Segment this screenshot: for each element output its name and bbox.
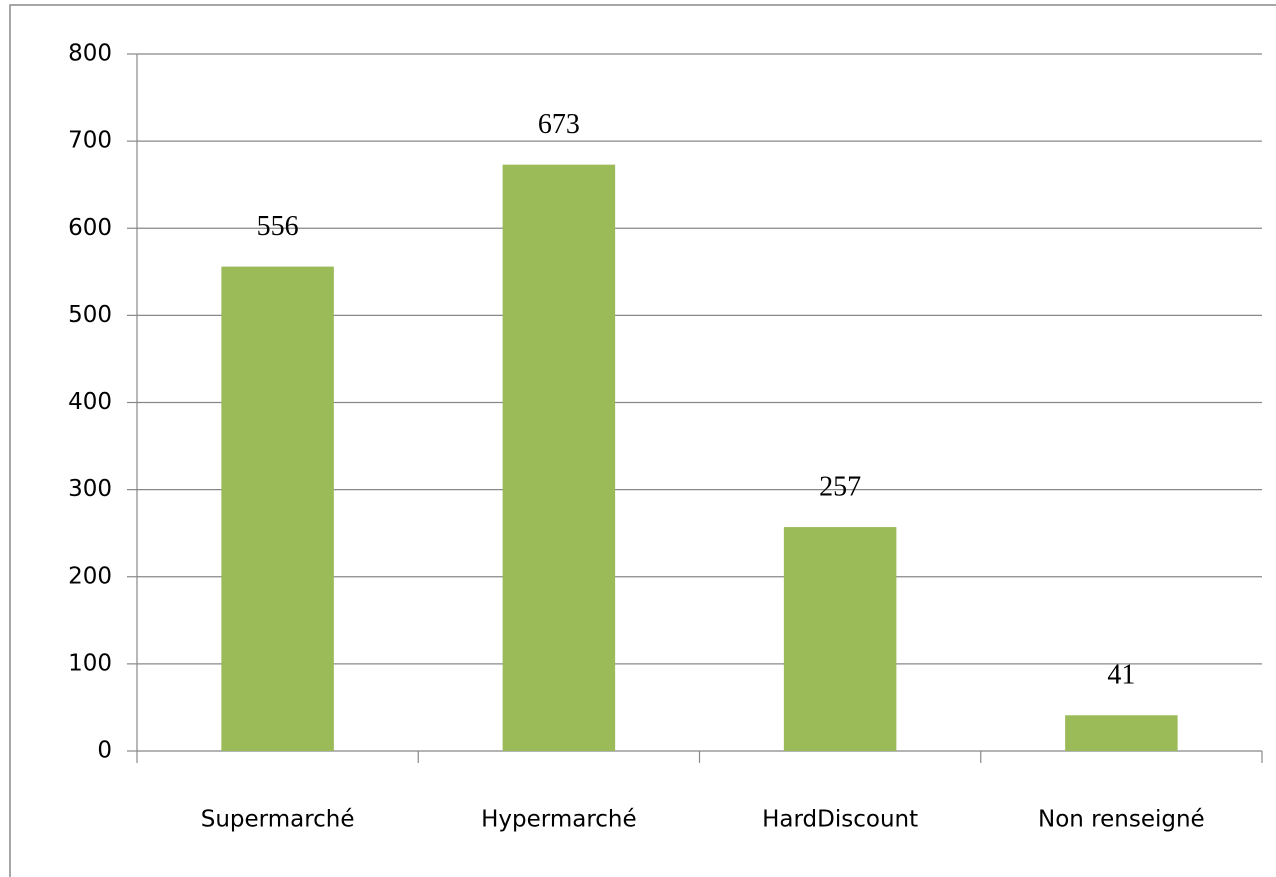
data-label: 556 [257, 211, 299, 242]
y-tick-label: 800 [68, 41, 112, 67]
x-tick-label: Non renseigné [1038, 807, 1205, 833]
x-tick-label: Supermarché [201, 807, 355, 833]
y-tick-label: 300 [68, 476, 112, 502]
bar [783, 527, 897, 751]
x-tick-label: Hypermarché [481, 807, 637, 833]
data-label: 257 [819, 472, 861, 503]
y-tick-label: 500 [68, 302, 112, 328]
x-tick-label: HardDiscount [762, 807, 918, 833]
y-tick-label: 100 [68, 650, 112, 676]
chart-frame [9, 4, 1276, 877]
bar [1065, 715, 1178, 751]
y-tick-label: 200 [68, 563, 112, 589]
data-label: 41 [1107, 660, 1135, 691]
bar [221, 266, 334, 751]
y-tick-label: 700 [68, 128, 112, 154]
y-tick-label: 0 [97, 738, 112, 764]
bar [502, 164, 616, 751]
y-tick-label: 400 [68, 389, 112, 415]
y-tick-label: 600 [68, 215, 112, 241]
data-label: 673 [538, 109, 580, 140]
